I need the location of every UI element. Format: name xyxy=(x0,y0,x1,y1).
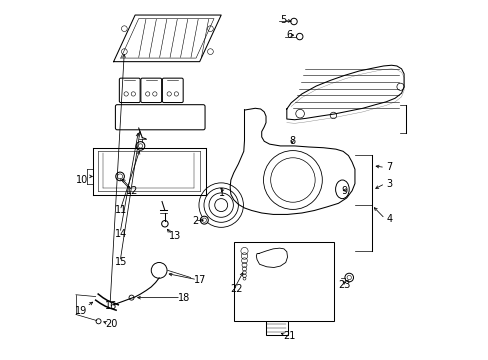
Text: 9: 9 xyxy=(341,186,347,196)
Circle shape xyxy=(344,273,353,282)
Text: 20: 20 xyxy=(105,319,118,329)
Circle shape xyxy=(136,141,144,150)
Bar xyxy=(234,242,333,320)
Text: 14: 14 xyxy=(115,229,127,239)
Text: 7: 7 xyxy=(386,162,391,172)
Text: 19: 19 xyxy=(75,306,87,316)
FancyBboxPatch shape xyxy=(115,105,204,130)
Text: 15: 15 xyxy=(115,257,127,267)
Bar xyxy=(267,318,285,321)
Text: 17: 17 xyxy=(194,275,206,285)
Polygon shape xyxy=(256,248,287,267)
Circle shape xyxy=(162,221,168,227)
Text: 8: 8 xyxy=(288,136,295,145)
Bar xyxy=(265,321,287,335)
Text: 4: 4 xyxy=(386,215,391,224)
Text: 2: 2 xyxy=(192,216,198,226)
Text: 3: 3 xyxy=(386,179,391,189)
Text: 13: 13 xyxy=(169,231,181,240)
Ellipse shape xyxy=(335,180,348,199)
FancyBboxPatch shape xyxy=(162,78,183,103)
Text: 6: 6 xyxy=(286,30,292,40)
Text: 5: 5 xyxy=(280,15,286,26)
Text: 1: 1 xyxy=(219,188,225,198)
Text: 12: 12 xyxy=(126,186,138,196)
Text: 18: 18 xyxy=(178,293,190,303)
FancyBboxPatch shape xyxy=(141,78,162,103)
Text: 21: 21 xyxy=(282,331,295,341)
FancyBboxPatch shape xyxy=(119,78,140,103)
Text: 10: 10 xyxy=(76,175,88,185)
Circle shape xyxy=(200,216,208,224)
Text: 23: 23 xyxy=(338,280,350,290)
Text: 11: 11 xyxy=(115,206,127,216)
Circle shape xyxy=(290,18,297,25)
Text: 22: 22 xyxy=(230,284,242,294)
Text: 16: 16 xyxy=(105,301,118,311)
Circle shape xyxy=(116,172,124,181)
Circle shape xyxy=(296,33,303,40)
